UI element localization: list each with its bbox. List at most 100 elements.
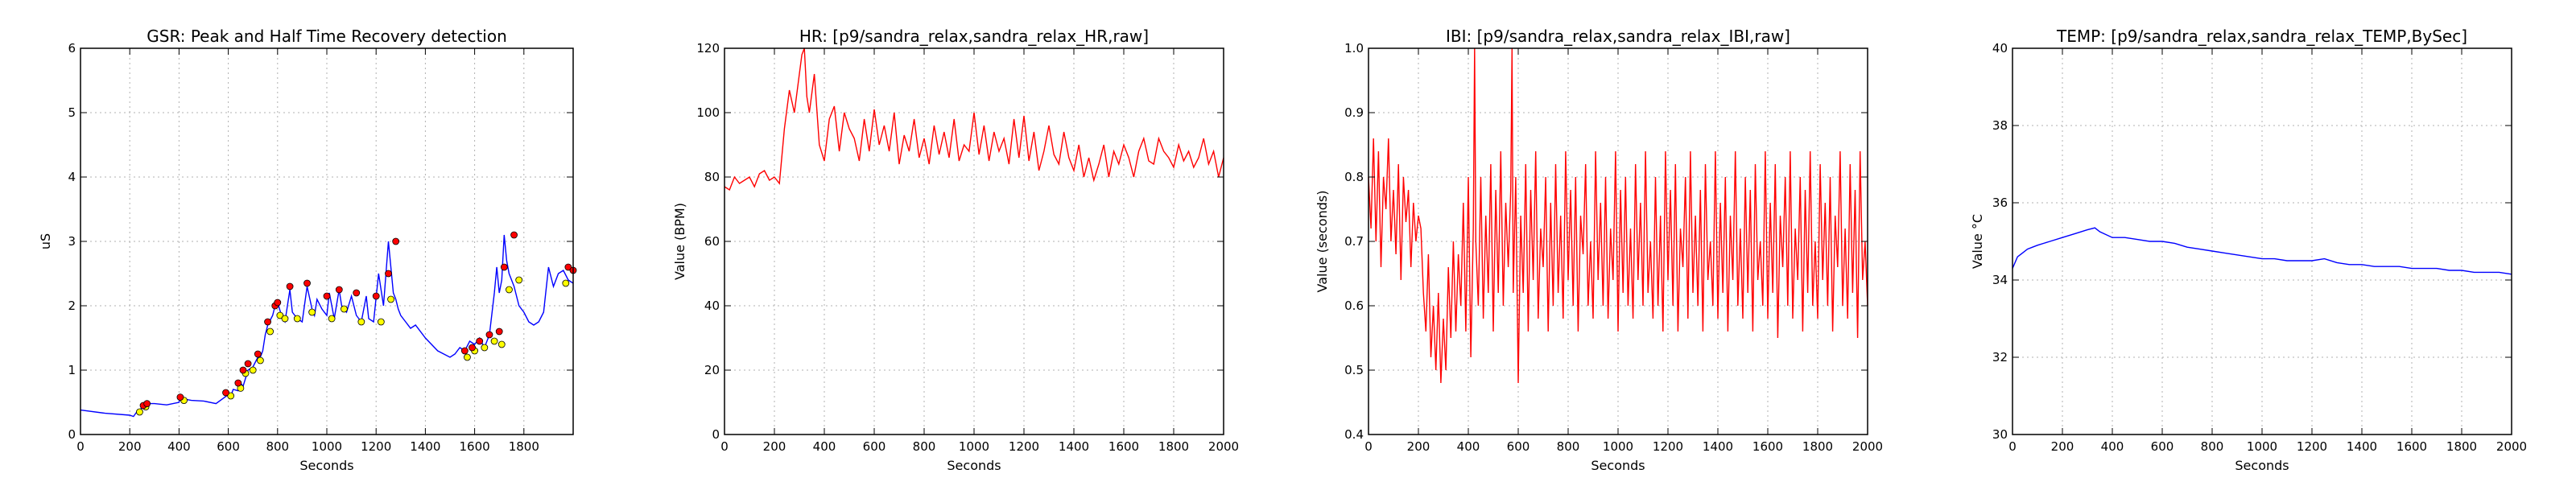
ticks: 0 200 400 600 800 1000 1200 1400 1600 1800 2000 0.4…: [1344, 41, 1883, 454]
y-axis-label: Value (BPM): [672, 203, 687, 280]
y-tick-label: 0.6: [1344, 299, 1364, 313]
peak-marker: [239, 366, 247, 374]
x-tick-label: 200: [2051, 439, 2074, 454]
x-tick-label: 800: [1557, 439, 1580, 454]
recovery-marker: [256, 356, 264, 364]
chart-title: TEMP: [p9/sandra_relax,sandra_relax_TEMP…: [2056, 27, 2467, 46]
x-tick-label: 0: [2008, 439, 2017, 454]
x-tick-label: 1800: [509, 439, 539, 454]
peak-marker: [286, 282, 294, 290]
x-tick-label: 1600: [1108, 439, 1139, 454]
y-tick-label: 2: [68, 299, 76, 313]
x-tick-label: 200: [1407, 439, 1430, 454]
recovery-marker: [464, 353, 471, 361]
y-tick-label: 1.0: [1344, 41, 1364, 56]
x-tick-label: 600: [863, 439, 886, 454]
recovery-marker: [506, 286, 513, 294]
peak-marker: [303, 279, 311, 287]
x-tick-label: 1800: [1158, 439, 1189, 454]
x-axis-label: Seconds: [299, 458, 353, 473]
series-line: [2012, 227, 2512, 275]
y-axis-label: Value (seconds): [1315, 191, 1330, 293]
y-tick-label: 120: [696, 41, 720, 56]
peak-marker: [495, 327, 503, 336]
ticks: 0 200 400 600 800 1000 1200 1400 1600 1800 2000 0 20…: [696, 41, 1239, 454]
y-tick-label: 80: [704, 170, 720, 184]
y-tick-label: 30: [1992, 427, 2008, 442]
y-tick-label: 100: [696, 105, 720, 120]
x-tick-label: 1600: [2396, 439, 2427, 454]
x-tick-label: 1000: [959, 439, 989, 454]
hr-chart: 0 200 400 600 800 1000 1200 1400 1600 1800 2000 0 20…: [672, 27, 1239, 473]
x-tick-label: 1400: [2347, 439, 2377, 454]
recovery-marker: [266, 327, 275, 336]
x-tick-label: 1600: [460, 439, 490, 454]
recovery-marker: [490, 337, 498, 345]
x-tick-label: 1000: [2247, 439, 2277, 454]
y-axis-label: uS: [38, 233, 53, 249]
x-tick-label: 1800: [2446, 439, 2477, 454]
peak-marker: [335, 286, 343, 294]
y-tick-label: 20: [704, 363, 720, 377]
x-tick-label: 1400: [410, 439, 440, 454]
gsr-chart: 0 200 400 600 800 1000 1200 1400 1600 1800 0 1 2 3 4 5 6…: [38, 27, 577, 473]
x-tick-label: 1000: [1603, 439, 1633, 454]
ibi-chart: 0 200 400 600 800 1000 1200 1400 1600 1800 2000 0.4…: [1315, 27, 1883, 473]
y-tick-label: 60: [704, 234, 720, 249]
x-tick-label: 800: [266, 439, 289, 454]
x-tick-label: 400: [2101, 439, 2124, 454]
recovery-marker: [387, 295, 394, 303]
recovery-marker: [308, 308, 316, 316]
y-tick-label: 0.9: [1344, 105, 1364, 120]
peak-marker: [469, 344, 476, 352]
x-tick-label: 1000: [312, 439, 342, 454]
x-tick-label: 800: [913, 439, 936, 454]
x-tick-label: 600: [1507, 439, 1530, 454]
recovery-marker: [227, 392, 235, 400]
y-tick-label: 6: [68, 41, 76, 56]
chart-title: HR: [p9/sandra_relax,sandra_relax_HR,raw…: [799, 27, 1149, 46]
x-axis-label: Seconds: [1591, 458, 1645, 473]
y-tick-label: 4: [68, 170, 76, 184]
y-axis-label: Value °C: [1970, 214, 1985, 269]
y-tick-label: 0.5: [1344, 363, 1364, 377]
x-tick-label: 0: [720, 439, 729, 454]
series-line: [1368, 47, 1868, 384]
peak-marker: [510, 231, 518, 239]
peak-marker: [234, 379, 242, 387]
x-tick-label: 400: [1457, 439, 1480, 454]
x-tick-label: 1400: [1703, 439, 1733, 454]
x-tick-label: 600: [2151, 439, 2174, 454]
recovery-marker: [281, 315, 289, 323]
recovery-marker: [562, 279, 570, 287]
peak-marker: [254, 350, 262, 358]
peak-marker: [143, 400, 151, 408]
ticks: 0 200 400 600 800 1000 1200 1400 1600 1800 0 1 2 3 4 5 6: [68, 41, 573, 454]
recovery-marker: [293, 315, 301, 323]
peak-marker: [372, 292, 380, 300]
x-tick-label: 2000: [1852, 439, 1883, 454]
x-tick-label: 400: [813, 439, 836, 454]
x-tick-label: 2000: [2496, 439, 2527, 454]
peak-marker: [476, 337, 484, 345]
y-tick-label: 36: [1992, 196, 2008, 210]
x-tick-label: 200: [118, 439, 142, 454]
series-lines: [1368, 47, 1868, 384]
peak-marker: [564, 263, 572, 271]
x-tick-label: 1400: [1059, 439, 1089, 454]
x-tick-label: 2000: [1208, 439, 1239, 454]
x-tick-label: 1200: [1653, 439, 1683, 454]
markers: [136, 231, 577, 416]
y-tick-label: 1: [68, 363, 76, 377]
peak-marker: [385, 270, 392, 278]
y-tick-label: 0.8: [1344, 170, 1364, 184]
recovery-marker: [377, 318, 385, 326]
y-tick-label: 38: [1992, 118, 2008, 133]
y-tick-label: 3: [68, 234, 76, 249]
recovery-marker: [276, 311, 284, 319]
peak-marker: [460, 347, 469, 355]
y-tick-label: 0.7: [1344, 234, 1364, 249]
x-axis-label: Seconds: [2235, 458, 2289, 473]
